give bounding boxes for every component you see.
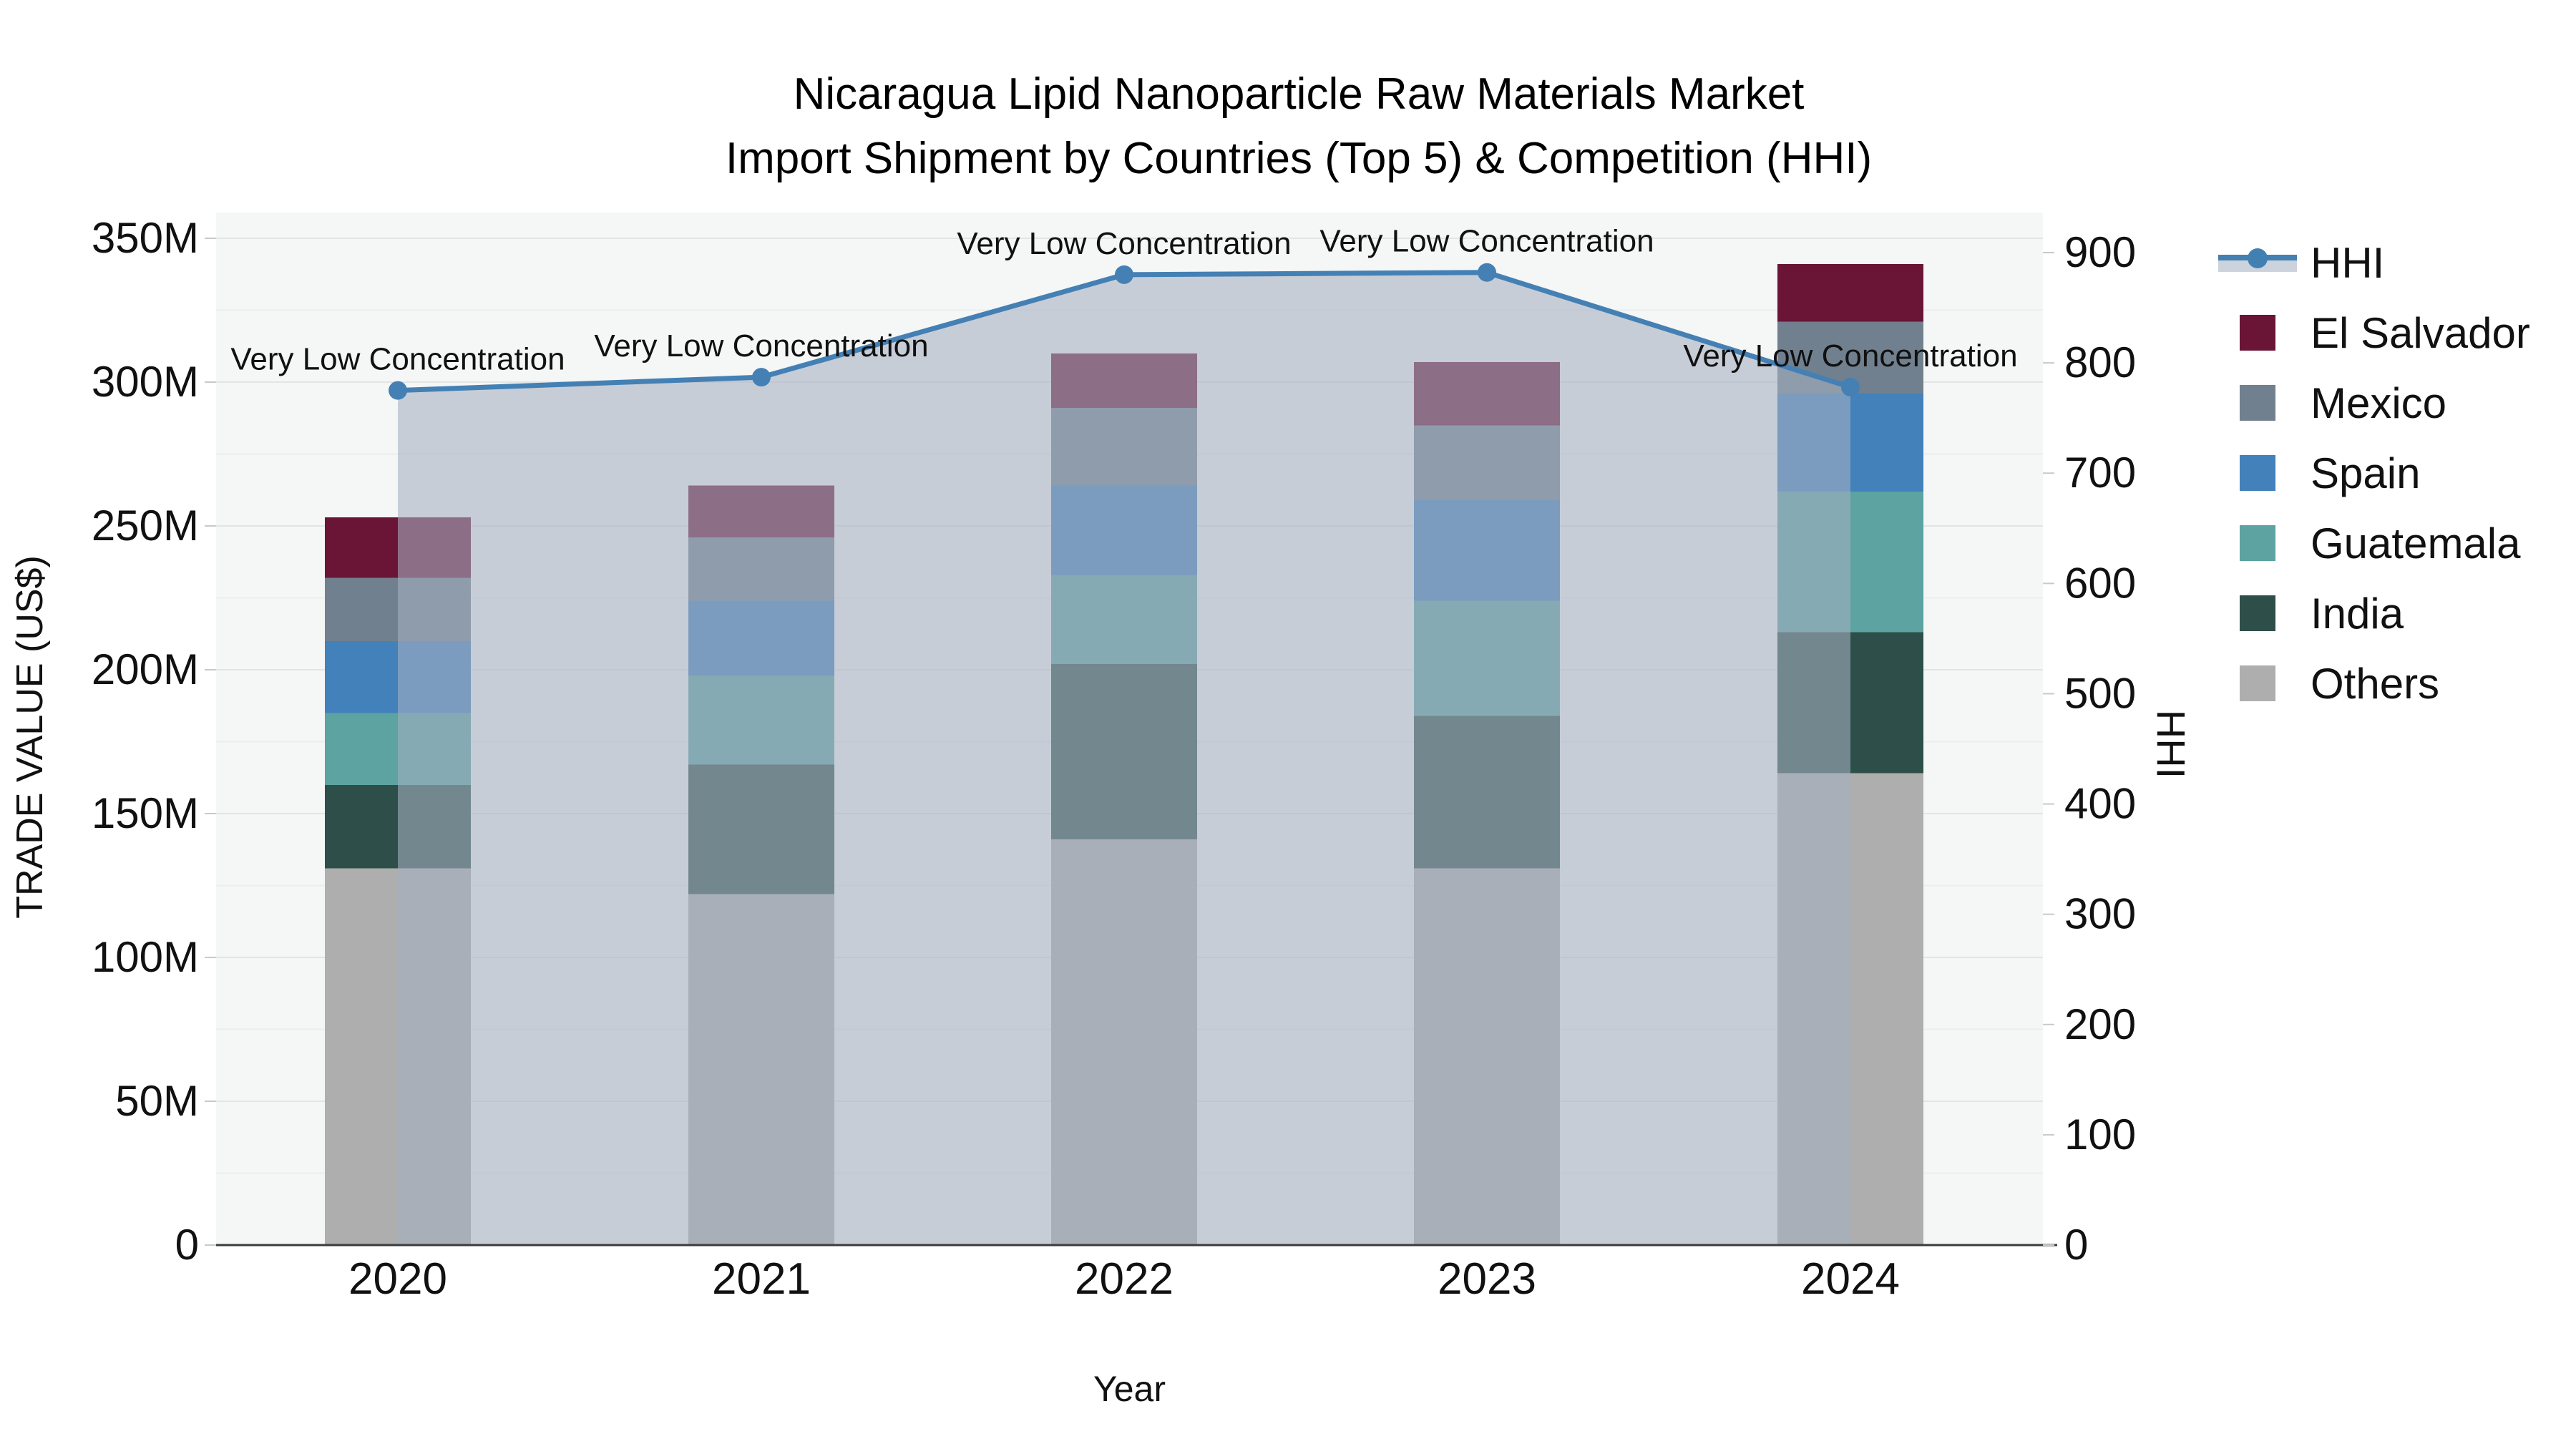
annotation-2020: Very Low Concentration	[230, 342, 565, 377]
chart-title-line1: Nicaragua Lipid Nanoparticle Raw Materia…	[793, 69, 1805, 119]
x-tick-label-2023: 2023	[1438, 1254, 1536, 1304]
right-tick-label-0: 0	[2064, 1221, 2088, 1269]
legend-item-label: Guatemala	[2311, 519, 2521, 567]
right-tick-label-700: 700	[2064, 449, 2136, 497]
color-swatch-india	[2240, 595, 2275, 631]
legend-item-hhi[interactable]: HHI	[2215, 228, 2530, 298]
legend: HHI El Salvador Mexico Spain Guatemala I…	[2215, 228, 2530, 718]
legend-item-india[interactable]: India	[2215, 578, 2530, 648]
legend-symbol	[2215, 455, 2301, 491]
hhi-marker-2020[interactable]	[389, 381, 407, 400]
right-tick-label-200: 200	[2064, 1000, 2136, 1048]
hhi-marker-2023[interactable]	[1478, 263, 1496, 282]
right-tick-label-900: 900	[2064, 228, 2136, 276]
annotation-2024: Very Low Concentration	[1683, 338, 2017, 374]
right-tick-label-500: 500	[2064, 669, 2136, 717]
legend-symbol	[2215, 595, 2301, 631]
left-tick-label-100M: 100M	[92, 933, 199, 981]
legend-item-label: Others	[2311, 659, 2440, 708]
legend-symbol	[2215, 525, 2301, 561]
left-tick-label-200M: 200M	[92, 645, 199, 693]
legend-symbol	[2215, 315, 2301, 351]
right-tick-label-300: 300	[2064, 890, 2136, 938]
legend-symbol	[2215, 385, 2301, 421]
legend-item-label: El Salvador	[2311, 308, 2530, 357]
color-swatch-spain	[2240, 455, 2275, 491]
hhi-marker-2021[interactable]	[752, 368, 771, 387]
left-tick-label-150M: 150M	[92, 789, 199, 837]
left-axis-title: TRADE VALUE (US$)	[9, 555, 51, 919]
right-tick-label-100: 100	[2064, 1111, 2136, 1158]
annotation-2023: Very Low Concentration	[1319, 224, 1654, 259]
legend-item-mexico[interactable]: Mexico	[2215, 368, 2530, 438]
color-swatch-el-salvador	[2240, 315, 2275, 351]
x-axis-title: Year	[1093, 1369, 1166, 1409]
hhi-area-fill	[398, 272, 1850, 1246]
x-tick-label-2021: 2021	[712, 1254, 811, 1304]
left-tick-label-350M: 350M	[92, 214, 199, 262]
legend-item-label: Mexico	[2311, 379, 2447, 427]
hhi-marker-2024[interactable]	[1841, 378, 1860, 397]
x-tick-label-2022: 2022	[1075, 1254, 1174, 1304]
left-tick-label-0: 0	[175, 1221, 199, 1269]
legend-item-guatemala[interactable]: Guatemala	[2215, 508, 2530, 578]
color-swatch-guatemala	[2240, 525, 2275, 561]
color-swatch-others	[2240, 665, 2275, 701]
right-tick-label-600: 600	[2064, 559, 2136, 607]
legend-symbol	[2215, 665, 2301, 701]
left-tick-label-300M: 300M	[92, 358, 199, 406]
legend-item-spain[interactable]: Spain	[2215, 438, 2530, 508]
x-tick-label-2020: 2020	[348, 1254, 447, 1304]
legend-item-others[interactable]: Others	[2215, 648, 2530, 718]
legend-item-label: India	[2311, 589, 2404, 638]
hhi-line-swatch	[2218, 248, 2297, 277]
right-axis-title: HHI	[2148, 709, 2194, 779]
annotation-2022: Very Low Concentration	[957, 226, 1291, 261]
left-tick-label-250M: 250M	[92, 502, 199, 550]
annotation-2021: Very Low Concentration	[594, 328, 928, 364]
left-tick-label-50M: 50M	[115, 1077, 199, 1125]
bar-segment-el-salvador-2024[interactable]	[1777, 264, 1923, 322]
legend-symbol	[2215, 248, 2301, 277]
chart-title-line2: Import Shipment by Countries (Top 5) & C…	[725, 134, 1873, 183]
legend-item-label: Spain	[2311, 449, 2421, 497]
x-tick-label-2024: 2024	[1801, 1254, 1900, 1304]
right-tick-label-400: 400	[2064, 780, 2136, 828]
legend-item-el-salvador[interactable]: El Salvador	[2215, 298, 2530, 368]
right-tick-label-800: 800	[2064, 338, 2136, 386]
hhi-marker-2022[interactable]	[1115, 265, 1133, 284]
legend-item-label: HHI	[2311, 238, 2385, 287]
color-swatch-mexico	[2240, 385, 2275, 421]
